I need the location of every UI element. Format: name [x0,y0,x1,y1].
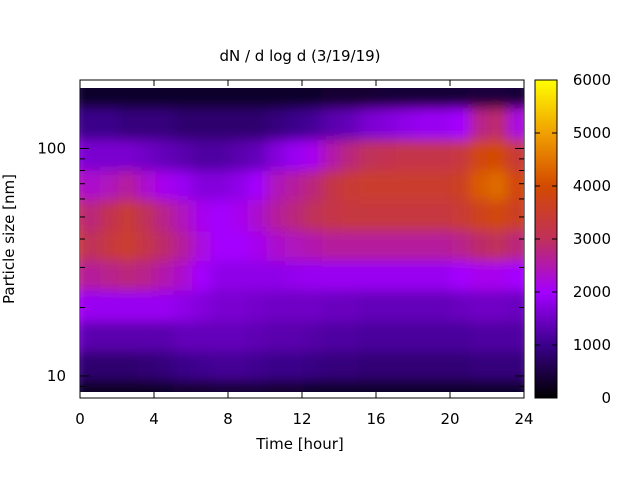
x-tick-label: 8 [223,410,233,428]
x-axis-label: Time [hour] [255,435,344,453]
colorbar-tick-label: 4000 [573,177,611,195]
colorbar-tick-label: 2000 [573,283,611,301]
heatmap-cells [80,88,524,392]
colorbar-tick-label: 1000 [573,336,611,354]
colorbar-tick-label: 5000 [573,124,611,142]
x-tick-label: 0 [75,410,85,428]
y-axis-label: Particle size [nm] [0,174,18,304]
heatmap-cell [506,88,524,109]
x-tick-label: 12 [292,410,311,428]
y-tick-label: 10 [47,367,66,385]
colorbar-tick-label: 0 [601,389,611,407]
x-tick-label: 20 [440,410,459,428]
y-tick-label: 100 [37,139,66,157]
chart-title: dN / d log d (3/19/19) [219,47,380,65]
y-axis-ticks: 10 100 [37,79,524,399]
colorbar-ticks: 0 1000 2000 3000 4000 5000 6000 [535,71,611,407]
x-tick-label: 24 [514,410,533,428]
x-tick-label: 4 [149,410,159,428]
x-axis-ticks: 0 4 8 12 16 20 24 [75,80,534,428]
x-tick-label: 16 [366,410,385,428]
colorbar-tick-label: 6000 [573,71,611,89]
colorbar-tick-label: 3000 [573,230,611,248]
